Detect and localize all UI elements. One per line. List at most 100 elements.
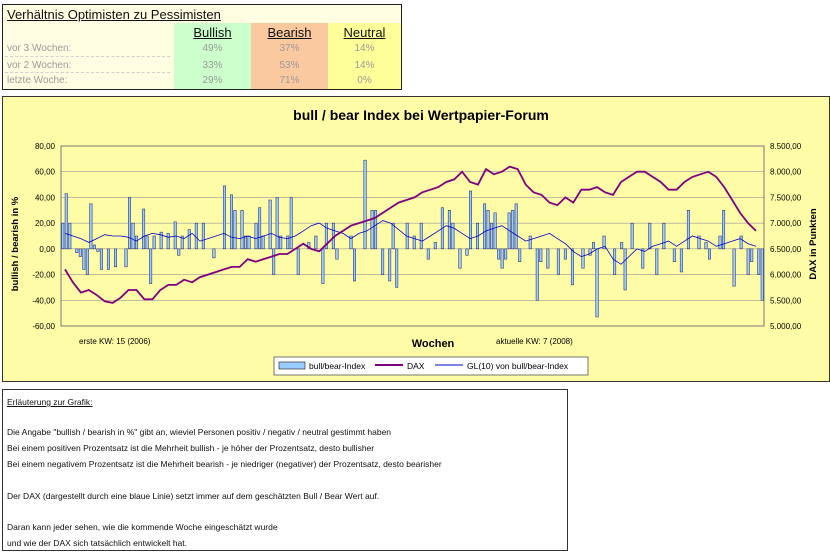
bar bbox=[469, 190, 472, 250]
x-annotation-end: aktuelle KW: 7 (2008) bbox=[496, 337, 573, 346]
bars bbox=[61, 159, 764, 318]
bar bbox=[240, 210, 244, 250]
bar bbox=[230, 194, 233, 250]
y-axis-label: bullish / bearish in % bbox=[10, 196, 21, 291]
bar bbox=[201, 222, 205, 250]
bar bbox=[244, 235, 248, 250]
bar bbox=[363, 159, 367, 250]
x-axis-label: Wochen bbox=[412, 338, 455, 350]
bar bbox=[96, 248, 100, 252]
bar bbox=[187, 229, 191, 250]
bar bbox=[451, 222, 455, 250]
bar bbox=[247, 235, 251, 250]
y-tick-label: -40,00 bbox=[32, 296, 55, 305]
neutral-value: 14% bbox=[354, 43, 375, 54]
bar bbox=[374, 210, 378, 250]
bar bbox=[458, 248, 462, 269]
bullish-header: Bullish bbox=[193, 25, 232, 40]
bar bbox=[321, 248, 325, 284]
explanation-box: Erläuterung zur Grafik: Die Angabe "bull… bbox=[2, 389, 568, 551]
bar bbox=[177, 248, 181, 256]
bar bbox=[630, 222, 634, 250]
y2-tick-label: 7.500,00 bbox=[770, 193, 802, 202]
bullish-column: Bullish 49% 33% 29% bbox=[174, 23, 251, 89]
y2-tick-label: 7.000,00 bbox=[770, 219, 802, 228]
bar bbox=[68, 222, 72, 250]
bar bbox=[556, 248, 560, 275]
bar bbox=[166, 233, 170, 250]
bar bbox=[746, 248, 750, 275]
legend-label-dax: DAX bbox=[407, 361, 425, 371]
bearish-column: Bearish 37% 53% 71% bbox=[251, 23, 328, 89]
neutral-header: Neutral bbox=[343, 25, 386, 40]
sentiment-table-title: Verhältnis Optimisten zu Pessimisten bbox=[7, 7, 221, 22]
legend-swatch-bars bbox=[278, 361, 306, 370]
y2-tick-label: 5.000,00 bbox=[770, 322, 802, 331]
bar bbox=[722, 210, 726, 250]
bar bbox=[254, 222, 258, 250]
bar bbox=[546, 248, 550, 269]
legend-label-bars: bull/bear-Index bbox=[309, 361, 366, 371]
row-divider bbox=[5, 56, 170, 57]
bar bbox=[258, 207, 262, 250]
bar bbox=[349, 235, 353, 250]
bar bbox=[447, 210, 451, 250]
bullish-value: 33% bbox=[202, 60, 223, 71]
bar bbox=[662, 222, 666, 250]
bar bbox=[528, 235, 532, 250]
bar bbox=[212, 248, 216, 259]
bar bbox=[114, 248, 117, 268]
bar bbox=[89, 203, 93, 250]
bullish-value: 49% bbox=[202, 43, 223, 54]
neutral-value: 14% bbox=[354, 60, 375, 71]
y2-tick-label: 5.500,00 bbox=[770, 296, 802, 305]
bar bbox=[641, 248, 645, 269]
dax-line bbox=[64, 165, 757, 304]
row-label: letzte Woche: bbox=[7, 75, 68, 86]
bar bbox=[82, 248, 86, 270]
explanation-heading: Erläuterung zur Grafik: bbox=[7, 397, 93, 407]
bar bbox=[61, 222, 65, 250]
bar bbox=[142, 208, 146, 250]
bearish-header: Bearish bbox=[267, 25, 312, 40]
bar bbox=[465, 248, 469, 256]
bar bbox=[272, 248, 276, 275]
bar bbox=[275, 197, 279, 250]
bar bbox=[353, 248, 356, 282]
bar bbox=[261, 235, 265, 250]
bar bbox=[78, 248, 82, 257]
y2-tick-label: 6.000,00 bbox=[770, 271, 802, 280]
chart-title: bull / bear Index bei Wertpapier-Forum bbox=[293, 107, 549, 123]
bar bbox=[679, 248, 683, 273]
y2-axis-label: DAX in Punkten bbox=[808, 208, 819, 279]
bullish-value: 29% bbox=[202, 75, 223, 86]
bar bbox=[739, 235, 743, 250]
bar bbox=[324, 222, 328, 250]
bar bbox=[504, 248, 508, 260]
chart-svg: bull / bear Index bei Wertpapier-Forum 8… bbox=[10, 107, 819, 376]
bar bbox=[296, 248, 300, 275]
bar bbox=[757, 248, 761, 275]
row-divider bbox=[5, 72, 170, 73]
bar bbox=[370, 210, 374, 250]
bar bbox=[595, 248, 599, 318]
explanation-line: Bei einem negativem Prozentsatz ist die … bbox=[7, 459, 442, 469]
legend-label-gl10: GL(10) von bull/bear-Index bbox=[467, 361, 569, 371]
bar bbox=[433, 242, 437, 250]
bar bbox=[570, 248, 574, 286]
bar bbox=[613, 248, 617, 275]
bar bbox=[483, 203, 487, 250]
bar bbox=[750, 248, 754, 262]
bar bbox=[672, 248, 676, 262]
y-tick-label: -20,00 bbox=[32, 271, 55, 280]
explanation-line: Die Angabe "bullish / bearish in %" gibt… bbox=[7, 427, 392, 437]
bar bbox=[279, 235, 283, 250]
legend-box bbox=[273, 356, 589, 376]
bar bbox=[563, 248, 567, 260]
y2-tick-label: 6.500,00 bbox=[770, 245, 802, 254]
bar bbox=[180, 235, 184, 250]
bar bbox=[602, 235, 606, 250]
bar bbox=[145, 235, 149, 250]
y-tick-label: 20,00 bbox=[35, 219, 56, 228]
bar bbox=[581, 248, 585, 269]
